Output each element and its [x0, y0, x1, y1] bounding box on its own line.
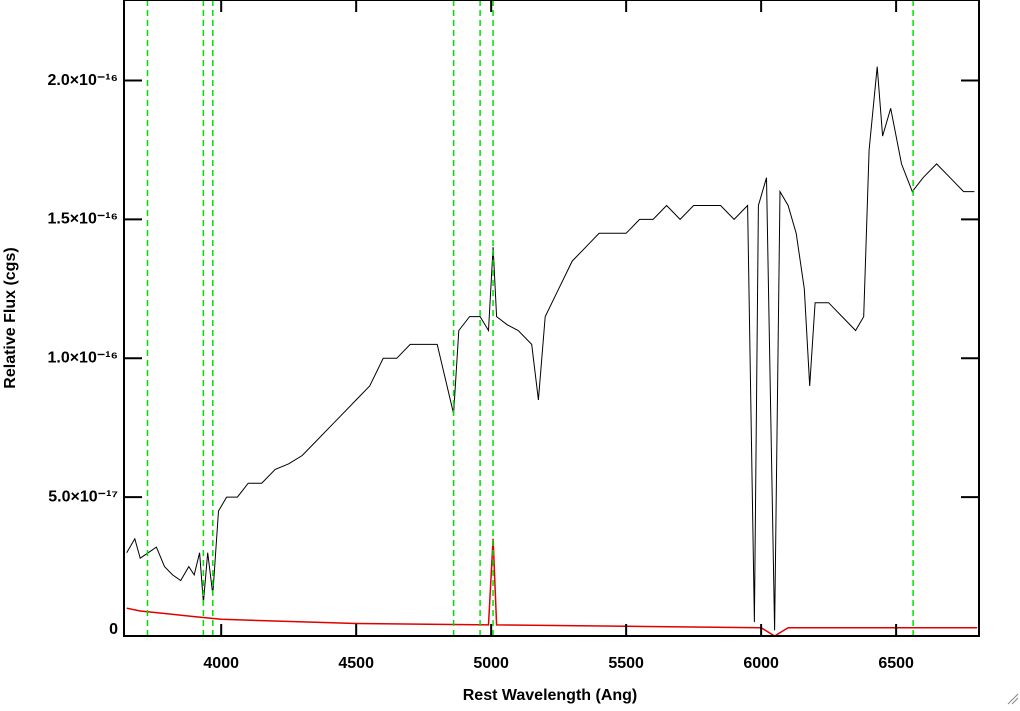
- y-tick-label: 0: [109, 621, 118, 638]
- x-tick-label: 4500: [338, 655, 374, 672]
- y-tick-label: 1.5×10⁻¹⁶: [47, 211, 118, 228]
- y-tick-label: 1.0×10⁻¹⁶: [47, 349, 118, 366]
- y-tick-label: 5.0×10⁻¹⁷: [48, 488, 118, 505]
- spectrum-line: [126, 66, 975, 631]
- x-tick-label: 5000: [473, 655, 509, 672]
- x-tick-label: 6500: [878, 655, 914, 672]
- plot-frame: [123, 0, 980, 637]
- y-tick-label: 2.0×10⁻¹⁶: [47, 72, 118, 89]
- x-tick-label: 5500: [608, 655, 644, 672]
- x-axis-label: Rest Wavelength (Ang): [463, 687, 638, 704]
- x-tick-label: 6000: [743, 655, 779, 672]
- x-tick-label: 4000: [203, 655, 239, 672]
- resize-grip: [1007, 693, 1019, 705]
- spectrum-line: [126, 538, 978, 637]
- y-axis-label: Relative Flux (cgs): [2, 247, 19, 388]
